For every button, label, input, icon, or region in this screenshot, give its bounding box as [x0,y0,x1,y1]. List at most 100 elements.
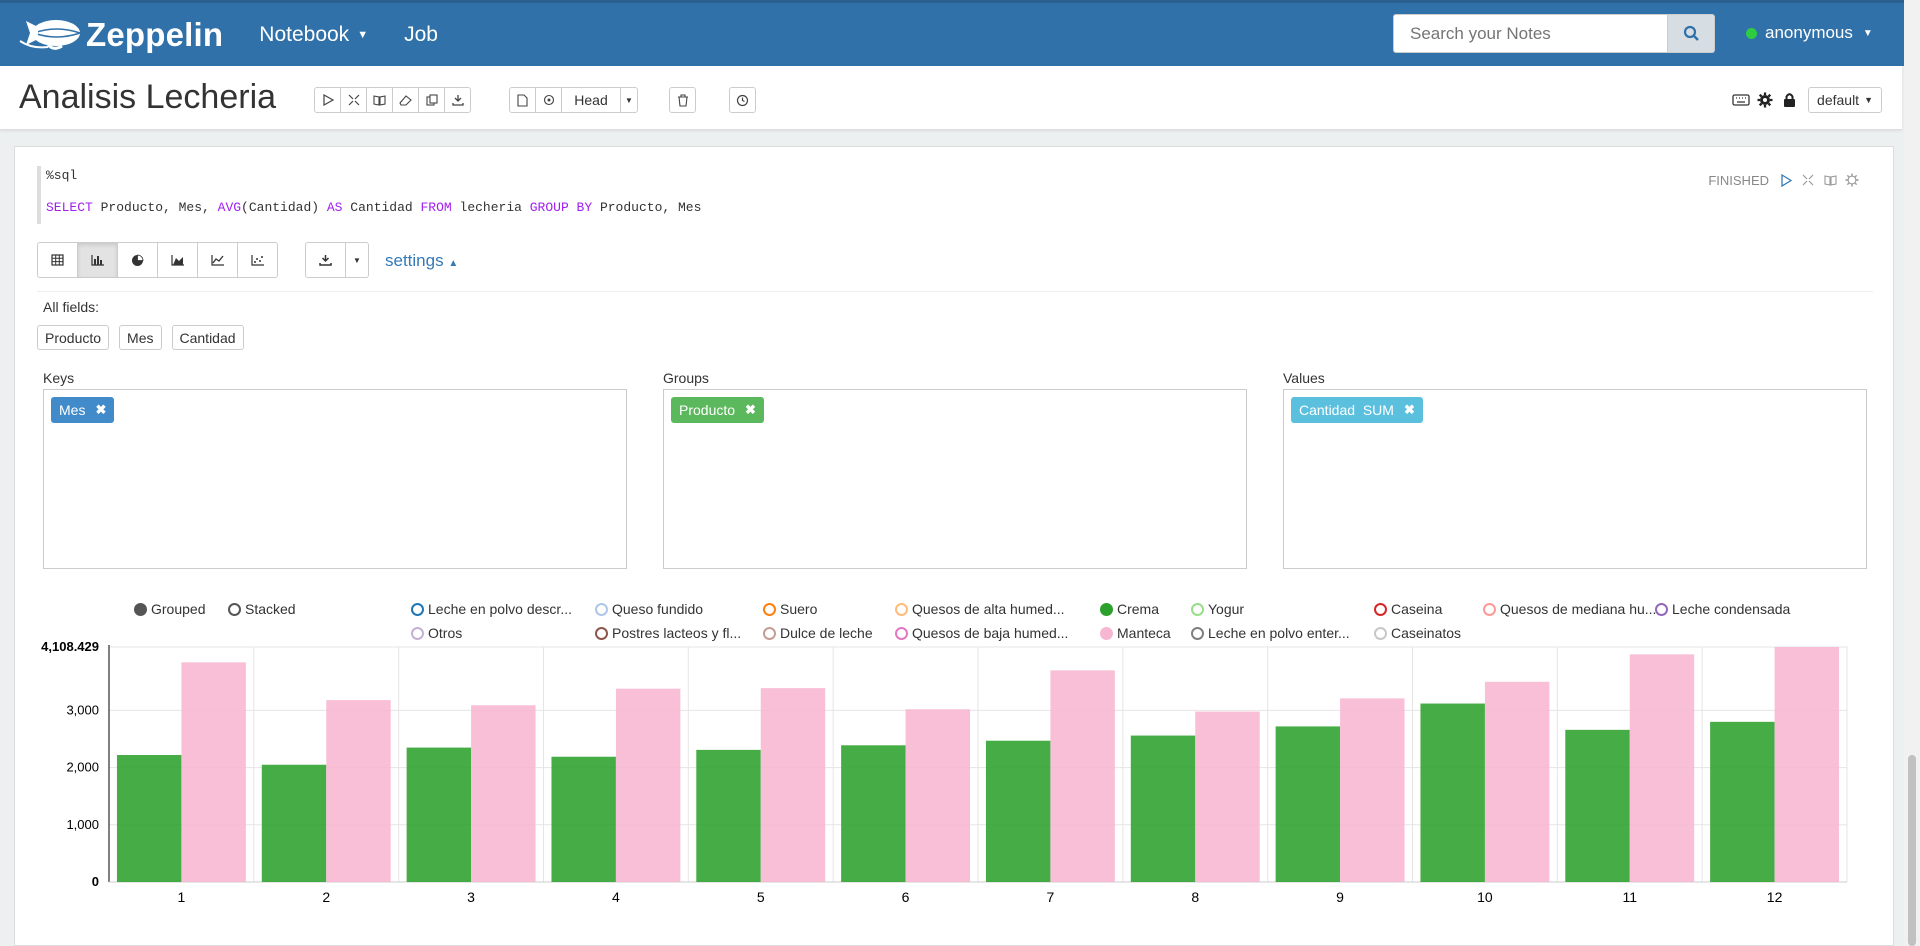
paragraph-settings-button[interactable] [1841,171,1863,189]
legend-swatch-icon [1191,626,1204,640]
download-data-button[interactable] [305,242,346,278]
search-input[interactable] [1393,14,1668,53]
legend-item[interactable]: Quesos de mediana hu... [1483,601,1656,617]
legend-item[interactable]: Crema [1100,601,1159,617]
group-tag[interactable]: Producto ✖ [671,397,764,423]
lock-icon[interactable] [1778,89,1800,111]
stacked-mode-toggle[interactable]: Stacked [228,601,296,617]
gear-icon[interactable] [1754,89,1776,111]
line-chart-button[interactable] [197,242,238,278]
revision-dropdown-button[interactable]: ▼ [620,87,638,113]
legend-item[interactable]: Leche condensada [1655,601,1790,617]
collapse-icon [1802,174,1814,186]
download-icon [319,255,332,266]
toggle-output-button[interactable] [1819,171,1841,189]
field-chip-mes[interactable]: Mes [119,325,162,350]
bar [1340,698,1405,882]
scrollbar-thumb[interactable] [1908,755,1916,946]
legend-item[interactable]: Leche en polvo descr... [411,601,572,617]
scheduler-toolbar [729,87,756,113]
legend-item[interactable]: Suero [763,601,817,617]
legend-label: Leche en polvo descr... [428,601,572,617]
legend-item[interactable]: Queso fundido [595,601,703,617]
value-tag[interactable]: Cantidad SUM ✖ [1291,397,1423,423]
toggle-output-button[interactable] [366,87,393,113]
key-tag[interactable]: Mes ✖ [51,397,115,423]
paragraph: %sql SELECT Producto, Mes, AVG(Cantidad)… [14,146,1894,946]
keyboard-shortcut-icon[interactable] [1730,89,1752,111]
file-icon [517,93,528,107]
groups-drop-zone[interactable]: Producto ✖ [663,389,1247,569]
caret-down-icon: ▼ [1862,27,1873,39]
export-note-button[interactable] [444,87,471,113]
toggle-code-button[interactable] [340,87,367,113]
grouped-mode-toggle[interactable]: Grouped [134,601,205,617]
user-menu[interactable]: anonymous ▼ [1746,23,1873,43]
download-format-dropdown[interactable]: ▼ [345,242,369,278]
bar [1774,647,1840,882]
area-chart-button[interactable] [157,242,198,278]
legend-item[interactable]: Otros [411,625,462,641]
legend-swatch-icon [595,602,608,616]
commit-button[interactable] [509,87,536,113]
line-chart-icon [210,255,224,266]
play-icon [1781,173,1792,187]
legend-swatch-icon [1655,602,1668,616]
legend-item[interactable]: Caseinatos [1374,625,1461,641]
remove-icon[interactable]: ✖ [95,402,107,417]
legend-item[interactable]: Yogur [1191,601,1244,617]
legend-item[interactable]: Manteca [1100,625,1171,641]
bar [116,755,182,882]
notebook-menu[interactable]: Notebook ▼ [259,23,368,47]
remove-icon[interactable]: ✖ [1403,402,1415,417]
head-revision-select[interactable]: Head [561,87,621,113]
sql-text: (Cantidad) [241,200,327,215]
bar [760,688,826,882]
scatter-chart-button[interactable] [237,242,278,278]
legend-item[interactable]: Quesos de baja humed... [895,625,1068,641]
field-chip-producto[interactable]: Producto [37,325,110,350]
legend-item[interactable]: Dulce de leche [763,625,873,641]
copy-icon [425,94,438,106]
clear-output-button[interactable] [392,87,419,113]
code-editor[interactable]: %sql SELECT Producto, Mes, AVG(Cantidad)… [37,166,1873,224]
revision-button[interactable] [535,87,562,113]
run-paragraph-button[interactable] [1775,171,1797,189]
note-title[interactable]: Analisis Lecheria [19,78,277,116]
sql-text: Cantidad [342,200,421,215]
search-button[interactable] [1668,14,1715,53]
interpreter-binding-button[interactable]: default ▼ [1808,87,1882,113]
username: anonymous [1765,23,1853,42]
legend-item[interactable]: Postres lacteos y fl... [595,625,741,641]
legend-swatch-icon [763,626,776,640]
scheduler-button[interactable] [729,87,756,113]
y-tick-label: 1,000 [66,817,99,832]
bar [1484,681,1550,882]
table-view-button[interactable] [37,242,78,278]
all-fields-label: All fields: [43,299,100,315]
x-tick-label: 11 [1622,889,1637,905]
bar [1195,711,1260,882]
bar-chart-button[interactable] [77,242,118,278]
job-menu[interactable]: Job [404,23,438,47]
visualization-switcher [37,242,278,278]
legend-item[interactable]: Caseina [1374,601,1442,617]
settings-toggle-link[interactable]: settings ▲ [385,251,458,271]
delete-note-button[interactable] [669,87,696,113]
brand[interactable]: Zeppelin [18,15,223,55]
field-chip-cantidad[interactable]: Cantidad [171,325,244,350]
legend-label: Crema [1117,601,1160,617]
remove-icon[interactable]: ✖ [745,402,756,417]
toggle-editor-button[interactable] [1797,171,1819,189]
available-fields: Producto Mes Cantidad [37,325,254,350]
values-drop-zone[interactable]: Cantidad SUM ✖ [1283,389,1867,569]
legend-item[interactable]: Quesos de alta humed... [895,601,1065,617]
clone-note-button[interactable] [418,87,445,113]
x-tick-label: 2 [322,889,330,905]
keys-drop-zone[interactable]: Mes ✖ [43,389,627,569]
pie-chart-button[interactable] [117,242,158,278]
legend-item[interactable]: Leche en polvo enter... [1191,625,1350,641]
run-all-button[interactable] [314,87,341,113]
bar-chart-icon [90,255,104,266]
page-scrollbar[interactable] [1904,0,1920,946]
